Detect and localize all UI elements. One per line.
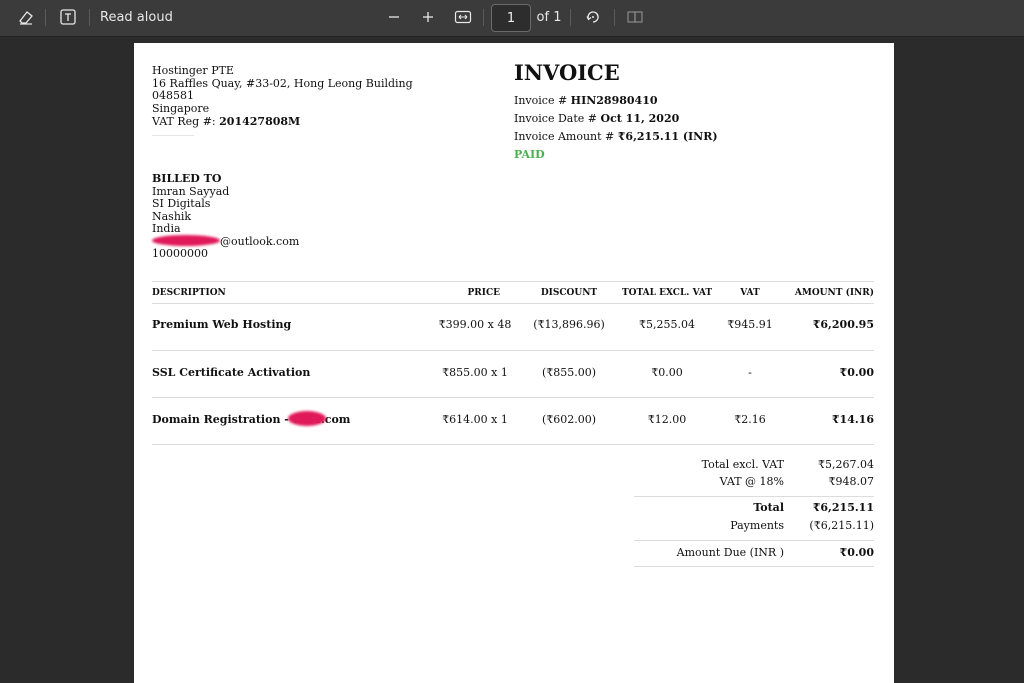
zoom-out-icon[interactable] xyxy=(384,6,404,28)
billed-country: India xyxy=(152,222,181,235)
billed-company: SI Digitals xyxy=(152,197,211,210)
row-amount: ₹14.16 xyxy=(831,413,874,426)
summary-vat-label: VAT @ 18% xyxy=(719,475,784,488)
row-amount: ₹6,200.95 xyxy=(812,318,874,331)
row-divider xyxy=(152,350,874,351)
summary-excl-vat-value: ₹5,267.04 xyxy=(818,458,874,471)
table-bottom-divider xyxy=(152,444,874,445)
summary-divider xyxy=(634,496,874,497)
header-description: DESCRIPTION xyxy=(152,288,226,298)
row-discount: (₹13,896.96) xyxy=(533,318,605,331)
fit-width-icon[interactable] xyxy=(451,6,475,28)
eraser-icon[interactable] xyxy=(14,6,38,28)
header-amount: AMOUNT (INR) xyxy=(794,288,874,298)
invoice-date-value: Oct 11, 2020 xyxy=(600,112,680,125)
billed-name: Imran Sayyad xyxy=(152,185,230,198)
billed-city: Nashik xyxy=(152,210,192,223)
summary-due-label: Amount Due (INR ) xyxy=(676,546,784,559)
invoice-number: Invoice # HIN28980410 xyxy=(514,94,658,108)
domain-redaction-mark xyxy=(288,411,326,426)
table-header-divider xyxy=(152,303,874,304)
seller-address: 16 Raffles Quay, #33-02, Hong Leong Buil… xyxy=(152,77,413,90)
row-vat: ₹945.91 xyxy=(727,318,773,331)
summary-excl-vat-label: Total excl. VAT xyxy=(701,458,784,471)
row-price: ₹614.00 x 1 xyxy=(442,413,508,426)
invoice-date: Invoice Date # Oct 11, 2020 xyxy=(514,112,680,126)
page-number-input[interactable]: 1 xyxy=(491,4,531,32)
zoom-in-icon[interactable] xyxy=(418,6,438,28)
seller-vat-value: 201427808M xyxy=(219,115,301,128)
row-vat: - xyxy=(748,366,752,379)
toolbar-divider xyxy=(89,9,90,26)
row-divider xyxy=(152,397,874,398)
invoice-date-label: Invoice Date # xyxy=(514,112,597,125)
billed-phone: 10000000 xyxy=(152,247,208,260)
header-price: PRICE xyxy=(467,288,500,298)
status-badge: PAID xyxy=(514,148,545,161)
invoice-amount-label: Invoice Amount # xyxy=(514,130,615,143)
header-total-excl-vat: TOTAL EXCL. VAT xyxy=(621,288,713,298)
summary-vat-value: ₹948.07 xyxy=(828,475,875,488)
header-vat: VAT xyxy=(740,288,760,298)
toolbar-divider xyxy=(45,9,46,26)
summary-total-label: Total xyxy=(753,501,784,514)
seller-divider xyxy=(152,135,194,136)
summary-bottom-divider xyxy=(634,566,874,567)
summary-total-value: ₹6,215.11 xyxy=(812,501,874,514)
row-description: Premium Web Hosting xyxy=(152,318,292,331)
billed-email-suffix: @outlook.com xyxy=(220,235,300,248)
summary-divider xyxy=(634,540,874,541)
row-discount: (₹602.00) xyxy=(541,413,597,426)
read-aloud-button[interactable]: Read aloud xyxy=(100,9,173,25)
seller-country: Singapore xyxy=(152,102,210,115)
summary-payments-value: (₹6,215.11) xyxy=(809,519,874,532)
billed-to-heading: BILLED TO xyxy=(152,172,222,185)
summary-payments-label: Payments xyxy=(730,519,784,532)
seller-vat: VAT Reg #: 201427808M xyxy=(152,115,301,129)
row-price: ₹855.00 x 1 xyxy=(442,366,508,379)
toolbar-divider xyxy=(614,9,615,26)
page-count: of 1 xyxy=(536,9,562,25)
invoice-page: Hostinger PTE 16 Raffles Quay, #33-02, H… xyxy=(134,43,894,683)
invoice-amount-value: ₹6,215.11 (INR) xyxy=(617,130,718,143)
toolbar-divider xyxy=(570,9,571,26)
invoice-number-value: HIN28980410 xyxy=(570,94,658,107)
row-total-excl-vat: ₹12.00 xyxy=(647,413,687,426)
row-total-excl-vat: ₹0.00 xyxy=(651,366,683,379)
row-discount: (₹855.00) xyxy=(541,366,597,379)
row-total-excl-vat: ₹5,255.04 xyxy=(639,318,695,331)
row-description: SSL Certificate Activation xyxy=(152,366,311,379)
invoice-title: INVOICE xyxy=(514,60,620,85)
seller-name: Hostinger PTE xyxy=(152,64,234,77)
row-amount: ₹0.00 xyxy=(839,366,874,379)
rotate-icon[interactable] xyxy=(582,6,604,28)
row-price: ₹399.00 x 48 xyxy=(438,318,512,331)
seller-vat-label: VAT Reg #: xyxy=(152,115,216,128)
header-discount: DISCOUNT xyxy=(540,288,598,298)
toolbar-divider xyxy=(483,9,484,26)
text-box-icon[interactable] xyxy=(56,6,80,28)
invoice-amount: Invoice Amount # ₹6,215.11 (INR) xyxy=(514,130,718,144)
row-vat: ₹2.16 xyxy=(734,413,766,426)
pdf-toolbar: Read aloud 1 of 1 xyxy=(0,0,1024,37)
row-description-text: Domain Registration - w xyxy=(152,413,303,426)
two-page-icon[interactable] xyxy=(624,6,646,28)
email-redaction-mark xyxy=(152,235,220,246)
invoice-number-label: Invoice # xyxy=(514,94,568,107)
table-top-divider xyxy=(152,281,874,282)
summary-due-value: ₹0.00 xyxy=(839,546,874,559)
seller-postcode: 048581 xyxy=(152,89,194,102)
